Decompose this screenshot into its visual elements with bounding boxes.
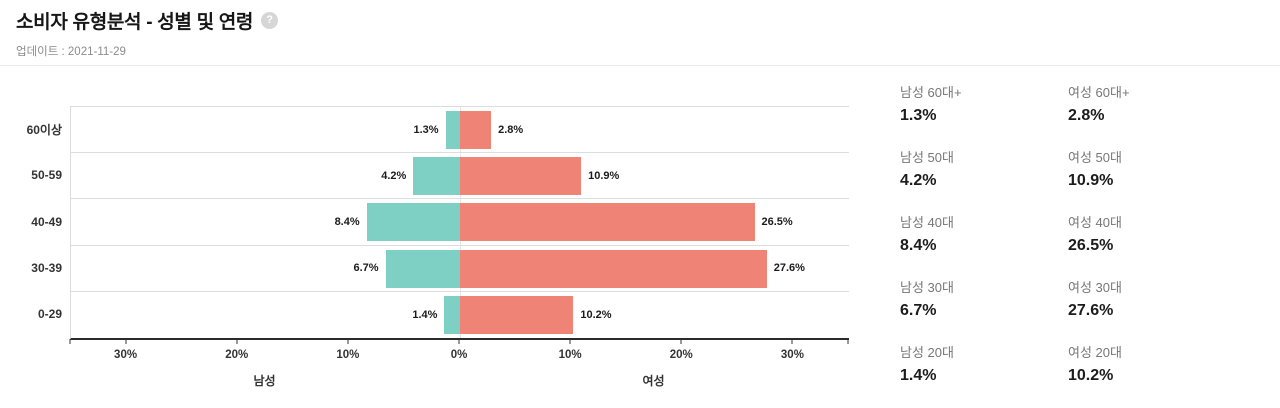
female-bar <box>460 203 755 242</box>
x-axis-tickmark <box>680 339 682 344</box>
chart-row: 1.4% 10.2% <box>71 292 849 338</box>
male-bar-label: 1.4% <box>412 308 438 321</box>
stat-cell-female: 여성 40대 26.5% <box>1068 216 1260 281</box>
stat-label: 여성 50대 <box>1068 150 1122 165</box>
stat-cell-male: 남성 20대 1.4% <box>900 346 1068 408</box>
stat-value: 8.4% <box>900 237 937 254</box>
x-axis-tickmark <box>236 339 238 344</box>
male-bar-label: 1.3% <box>413 123 439 136</box>
stat-label: 여성 30대 <box>1068 280 1122 295</box>
widget-header: 소비자 유형분석 - 성별 및 연령 ? 업데이트 : 2021-11-29 <box>16 7 279 59</box>
stat-value: 6.7% <box>900 302 937 319</box>
y-axis-label: 60이상 <box>26 122 62 137</box>
stat-label: 남성 60대+ <box>900 85 962 100</box>
male-bar-label: 8.4% <box>334 215 360 228</box>
y-axis-label: 40-49 <box>31 214 62 229</box>
female-bar <box>460 249 767 288</box>
y-axis-label: 50-59 <box>31 168 62 183</box>
female-bar <box>460 295 574 334</box>
stats-panel: 남성 60대+ 1.3% 여성 60대+ 2.8% 남성 50대 4.2% 여성 50대 10… <box>900 86 1260 408</box>
help-icon[interactable]: ? <box>261 12 279 29</box>
x-axis-tickmark <box>347 339 349 344</box>
stat-label: 남성 50대 <box>900 150 954 165</box>
x-axis: 남성 여성 30% 20% 10% 0% 10% 20% 30% <box>69 339 849 399</box>
page-title: 소비자 유형분석 - 성별 및 연령 <box>16 12 254 33</box>
stat-row: 남성 50대 4.2% 여성 50대 10.9% <box>900 151 1260 216</box>
x-axis-tickmark <box>569 339 571 344</box>
stat-row: 남성 60대+ 1.3% 여성 60대+ 2.8% <box>900 86 1260 151</box>
female-bar-label: 27.6% <box>773 262 805 275</box>
stat-row: 남성 20대 1.4% 여성 20대 10.2% <box>900 346 1260 408</box>
stat-label: 여성 60대+ <box>1068 85 1130 100</box>
x-axis-tickmark <box>69 339 71 344</box>
stat-cell-male: 남성 50대 4.2% <box>900 151 1068 216</box>
male-bar <box>445 111 460 149</box>
female-bar-label: 10.9% <box>588 169 620 182</box>
stat-value: 1.3% <box>900 107 937 124</box>
x-axis-title-male: 남성 <box>253 374 276 388</box>
stat-cell-female: 여성 50대 10.9% <box>1068 151 1260 216</box>
x-axis-tick-label: 20% <box>225 349 249 361</box>
x-axis-tick-label: 10% <box>558 349 582 361</box>
y-axis-labels: 60이상 50-59 40-49 30-39 0-29 <box>0 106 62 337</box>
male-bar <box>413 157 460 196</box>
stat-label: 남성 30대 <box>900 280 954 295</box>
female-bar-label: 26.5% <box>761 215 793 228</box>
female-bar-label: 2.8% <box>498 123 524 136</box>
stat-label: 남성 40대 <box>900 215 954 230</box>
stat-label: 여성 40대 <box>1068 215 1122 230</box>
x-axis-tickmark <box>847 339 849 344</box>
x-axis-title-female: 여성 <box>642 374 665 388</box>
stat-value: 2.8% <box>1068 107 1105 124</box>
stat-value: 27.6% <box>1068 302 1114 319</box>
chart-row: 8.4% 26.5% <box>71 199 849 246</box>
x-axis-tick-label: 10% <box>336 349 360 361</box>
y-axis-label: 30-39 <box>31 260 62 275</box>
x-axis-tick-label: 30% <box>114 349 138 361</box>
chart-row: 1.3% 2.8% <box>71 107 849 154</box>
stat-cell-female: 여성 60대+ 2.8% <box>1068 86 1260 151</box>
x-axis-tick-label: 20% <box>669 349 693 361</box>
female-bar <box>460 157 582 196</box>
updated-date: 업데이트 : 2021-11-29 <box>16 46 126 58</box>
stat-cell-male: 남성 60대+ 1.3% <box>900 86 1068 151</box>
chart-row: 6.7% 27.6% <box>71 246 849 292</box>
y-axis-label: 0-29 <box>37 306 62 321</box>
male-bar <box>444 295 460 334</box>
x-axis-tickmark <box>791 339 793 344</box>
plot-area: 1.3% 2.8% 4.2% 10.9% 8.4% 26.5% 6.7% 27.6% 1.4% 1… <box>70 106 849 340</box>
stat-value: 10.9% <box>1068 172 1114 189</box>
x-axis-tick-label: 0% <box>450 349 468 361</box>
stat-value: 10.2% <box>1068 367 1114 384</box>
header-divider <box>0 65 1280 66</box>
male-bar <box>366 203 460 242</box>
stat-cell-male: 남성 30대 6.7% <box>900 281 1068 346</box>
female-bar-label: 10.2% <box>580 308 612 321</box>
x-axis-tickmark <box>125 339 127 344</box>
stat-value: 26.5% <box>1068 237 1114 254</box>
stat-value: 4.2% <box>900 172 937 189</box>
stat-row: 남성 40대 8.4% 여성 40대 26.5% <box>900 216 1260 281</box>
x-axis-tick-label: 30% <box>780 349 804 361</box>
stat-value: 1.4% <box>900 367 937 384</box>
stat-cell-male: 남성 40대 8.4% <box>900 216 1068 281</box>
male-bar-label: 4.2% <box>381 169 407 182</box>
stat-cell-female: 여성 30대 27.6% <box>1068 281 1260 346</box>
stat-label: 남성 20대 <box>900 345 954 360</box>
stat-label: 여성 20대 <box>1068 345 1122 360</box>
female-bar <box>460 111 492 149</box>
chart-row: 4.2% 10.9% <box>71 153 849 200</box>
male-bar-label: 6.7% <box>353 262 379 275</box>
stat-cell-female: 여성 20대 10.2% <box>1068 346 1260 408</box>
male-bar <box>385 249 460 288</box>
x-axis-tickmark <box>458 339 460 344</box>
stat-row: 남성 30대 6.7% 여성 30대 27.6% <box>900 281 1260 346</box>
